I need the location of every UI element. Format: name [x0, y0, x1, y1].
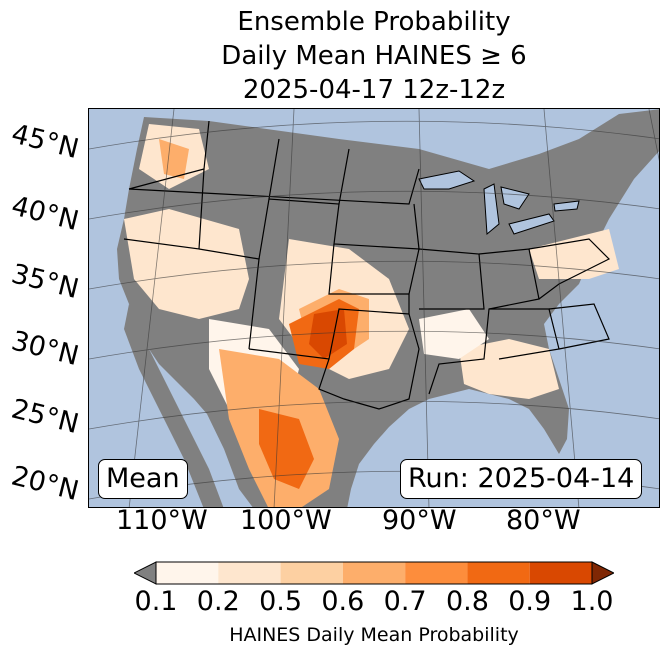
lat-label-40: 40°N: [8, 190, 82, 238]
colorbar-label: HAINES Daily Mean Probability: [229, 624, 519, 646]
state-borders: [123, 120, 611, 410]
colorbar-tick-label: 0.9: [508, 586, 552, 617]
colorbar-bin: [218, 562, 281, 584]
colorbar-bin: [280, 562, 343, 584]
colorbar-tick-label: 0.2: [196, 586, 240, 617]
title-line-2: Daily Mean HAINES ≥ 6: [221, 41, 527, 71]
colorbar-bin: [467, 562, 530, 584]
colorbar-tick-label: 0.1: [134, 586, 178, 617]
colorbar-under-extend: [134, 561, 157, 585]
colorbar-frame: [155, 561, 593, 585]
lat-label-25: 25°N: [8, 393, 82, 441]
run-label-box: Run: 2025-04-14: [400, 459, 643, 499]
stat-label-box: Mean: [98, 459, 188, 499]
baja-land: [124, 304, 224, 507]
great-lakes: [418, 170, 580, 236]
colorbar-tick-label: 0.5: [259, 586, 303, 617]
colorbar-tick-label: 1.0: [570, 586, 614, 617]
lat-label-35: 35°N: [8, 258, 82, 306]
colorbar-bin: [156, 562, 219, 584]
colorbar-tick-label: 0.7: [383, 586, 427, 617]
colorbar-tick-label: 0.6: [321, 586, 365, 617]
colorbar: [134, 561, 614, 585]
lat-label-30: 30°N: [8, 325, 82, 373]
lon-label-110: 110°W: [116, 505, 208, 536]
map-panel: [88, 108, 660, 508]
colorbar-bin: [342, 562, 406, 584]
colorbar-bin: [529, 562, 592, 584]
lat-label-45: 45°N: [8, 118, 82, 166]
lon-label-80: 80°W: [506, 505, 581, 536]
lat-label-20: 20°N: [8, 460, 82, 508]
map-svg: [89, 109, 659, 507]
colorbar-over-extend: [591, 561, 614, 585]
probability-max: [309, 309, 347, 359]
colorbar-bin: [405, 562, 468, 584]
lon-label-100: 100°W: [240, 505, 332, 536]
lon-label-90: 90°W: [382, 505, 457, 536]
title-line-3: 2025-04-17 12z-12z: [242, 75, 506, 105]
title-line-1: Ensemble Probability: [237, 7, 511, 37]
colorbar-tick-label: 0.8: [445, 586, 489, 617]
